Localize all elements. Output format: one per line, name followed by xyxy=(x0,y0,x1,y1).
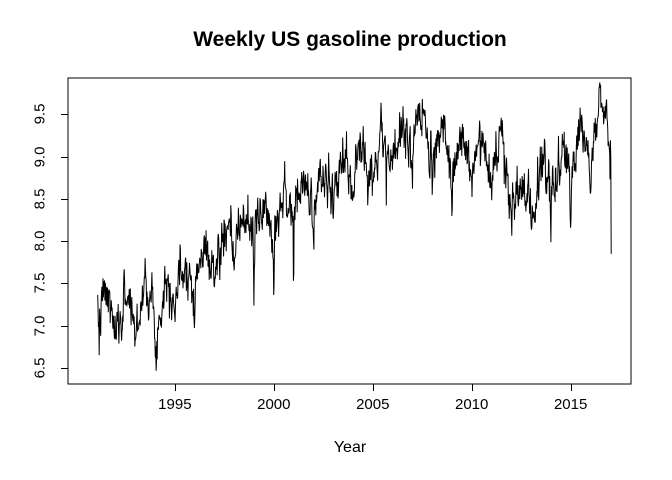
y-tick-label: 7.5 xyxy=(31,272,49,294)
y-tick-label: 8.5 xyxy=(31,188,49,210)
chart-title: Weekly US gasoline production xyxy=(193,28,507,51)
y-tick-label: 6.5 xyxy=(31,357,49,379)
x-tick-label: 1995 xyxy=(158,396,192,413)
axis-tick-marks xyxy=(61,114,572,391)
x-tick-label: 2005 xyxy=(356,396,390,413)
x-axis-title: Year xyxy=(333,439,367,456)
x-tick-label: 2000 xyxy=(257,396,291,413)
x-tick-label: 2015 xyxy=(553,396,588,413)
y-tick-label: 8.0 xyxy=(31,230,49,252)
y-tick-label: 7.0 xyxy=(31,315,49,337)
y-tick-label: 9.0 xyxy=(31,146,49,168)
gasoline-series-line xyxy=(97,82,612,371)
plot-box xyxy=(67,77,632,385)
y-tick-label: 9.5 xyxy=(31,103,49,125)
x-tick-label: 2010 xyxy=(455,396,489,413)
